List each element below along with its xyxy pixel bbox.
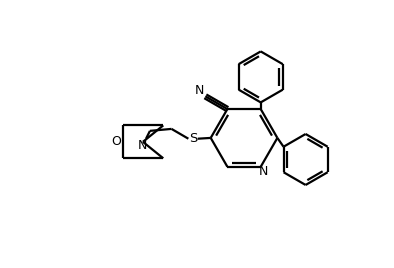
- Text: N: N: [195, 84, 204, 97]
- Text: O: O: [111, 135, 121, 148]
- Text: N: N: [138, 139, 148, 152]
- Text: N: N: [259, 165, 268, 178]
- Text: S: S: [189, 132, 197, 145]
